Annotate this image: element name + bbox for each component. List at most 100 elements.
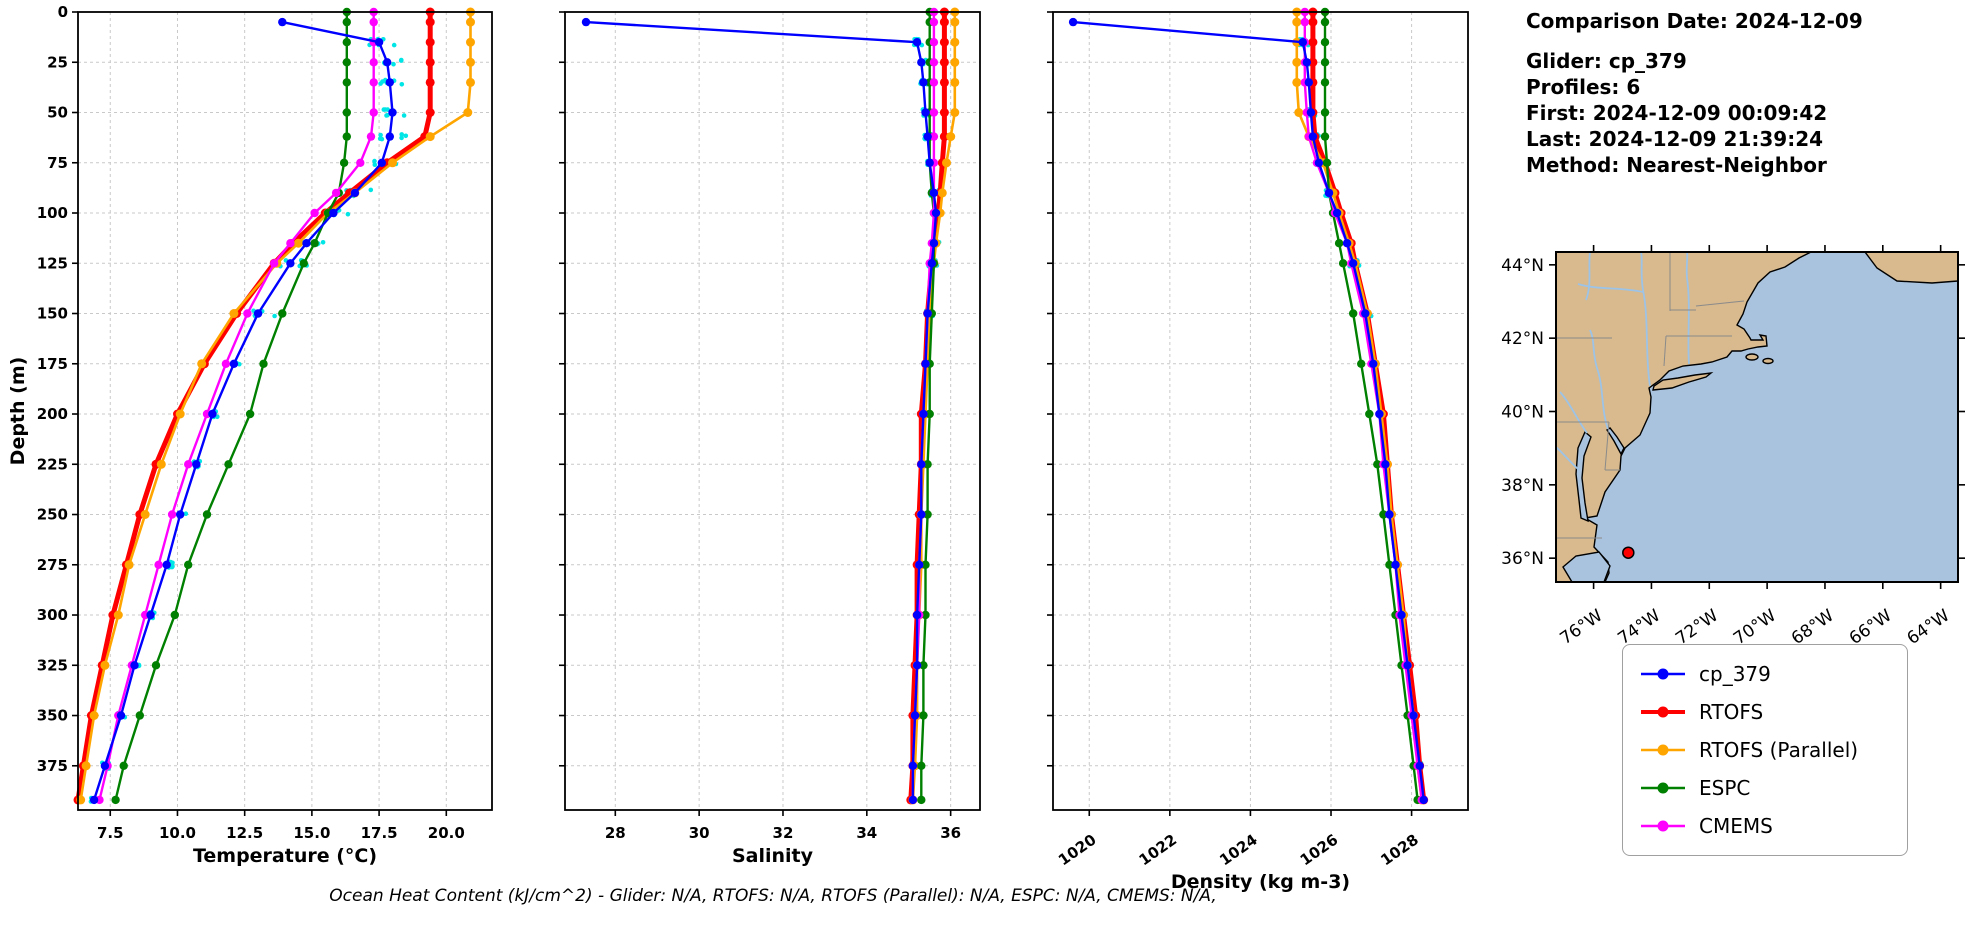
series-marker (146, 610, 155, 620)
series-marker (124, 560, 134, 570)
series-marker (1397, 610, 1406, 620)
series-marker (140, 510, 150, 519)
chart-temperature: 7.5 10.0 12.5 15.0 17.5 20.0 0 25 50 75 100 125 150 1… (7, 3, 493, 867)
series-marker (466, 37, 475, 47)
series-marker (1379, 510, 1388, 519)
series-marker (921, 359, 930, 368)
map-lat-label: 44°N (1501, 256, 1544, 276)
x-tick-label: 36 (940, 824, 961, 842)
series-marker (89, 795, 99, 805)
glider-raw-point (399, 135, 404, 141)
map-lon-label: 64°W (1904, 606, 1954, 649)
glider-location-marker (1622, 546, 1635, 559)
map-lon-label: 66°W (1846, 606, 1896, 649)
legend-key-icon (1641, 744, 1685, 756)
series-marker (1308, 132, 1318, 141)
series-marker (923, 460, 932, 469)
series-marker (925, 158, 934, 167)
series-marker (912, 661, 922, 670)
map-nantucket (1762, 357, 1774, 365)
series-marker (350, 188, 360, 198)
series-marker (170, 610, 179, 620)
series-marker (929, 17, 939, 27)
series-marker (286, 239, 295, 248)
series-marker (1300, 17, 1310, 27)
series-marker (385, 132, 394, 141)
series-marker (1403, 661, 1412, 670)
series-marker (243, 309, 252, 318)
series-marker (929, 38, 939, 47)
method-text: Method: Nearest-Neighbor (1526, 153, 1827, 177)
x-tick-label: 32 (773, 824, 794, 842)
map-land-mainland (1556, 252, 1812, 582)
legend-label: RTOFS (Parallel) (1699, 738, 1859, 762)
legend-label: RTOFS (1699, 700, 1764, 724)
series-marker (1324, 188, 1334, 198)
axis-ticks: 28 30 32 34 36 (559, 11, 961, 842)
series-marker (425, 132, 435, 142)
series-marker (921, 108, 930, 117)
series-marker (111, 795, 120, 805)
series-cp_379 (581, 17, 941, 805)
series-marker (1068, 17, 1078, 27)
info-block: Comparison Date: 2024-12-09 Glider: cp_3… (1526, 8, 1976, 178)
series-marker (331, 188, 341, 198)
series-marker (1357, 359, 1366, 368)
series-marker (1332, 208, 1342, 218)
chart-density: 1020 1022 1024 1026 1028 Density (kg m-3) (1047, 7, 1469, 893)
series-line (79, 12, 472, 801)
y-tick-label: 350 (37, 707, 68, 725)
series-marker (270, 259, 279, 268)
series-marker (1304, 78, 1314, 87)
y-tick-label: 100 (37, 204, 68, 222)
map-lon-label: 70°W (1730, 606, 1780, 649)
glider-raw-point (391, 42, 397, 48)
glider-raw-point (378, 132, 383, 138)
series-marker (950, 37, 960, 47)
axis-ticks: 7.5 10.0 12.5 15.0 17.5 20.0 0 25 50 75 100 125 150 1… (37, 3, 465, 842)
series-marker (286, 259, 295, 268)
glider-raw-point (368, 187, 374, 193)
series-marker (919, 711, 928, 720)
map-lon-label: 68°W (1788, 606, 1838, 649)
legend-key-icon (1641, 706, 1685, 718)
legend-label: ESPC (1699, 776, 1751, 800)
series-line (1072, 20, 1425, 801)
y-axis-label: Depth (m) (7, 357, 29, 466)
series-marker (81, 761, 91, 771)
glider-raw-point (320, 240, 326, 245)
series-marker (931, 208, 941, 218)
series-marker (1349, 259, 1358, 268)
series-marker (925, 409, 934, 419)
series-marker (929, 239, 939, 248)
legend-item-rtofs: RTOFS (1639, 693, 1891, 731)
series-marker (937, 188, 947, 198)
series-marker (245, 409, 255, 419)
series-marker (425, 108, 435, 117)
series-marker (388, 108, 397, 117)
y-tick-label: 325 (37, 656, 68, 674)
map-chesapeake-bay (1575, 430, 1592, 523)
series-marker (919, 661, 928, 670)
location-map: 76°W 74°W 72°W 70°W 68°W 66°W 64°W 44°N 42°N 40°N… (1501, 245, 1965, 649)
series-marker (950, 17, 960, 27)
legend-key-icon (1641, 782, 1685, 794)
series-marker (917, 460, 926, 469)
series-marker (1294, 108, 1304, 117)
series-marker (463, 108, 473, 117)
glider-raw-point (183, 511, 189, 516)
series-marker (1292, 57, 1302, 67)
series-marker (917, 795, 926, 805)
series-marker (908, 761, 918, 770)
x-tick-label: 30 (689, 824, 710, 842)
glider-raw-point (372, 162, 378, 167)
map-lat-label: 36°N (1501, 549, 1544, 569)
series-marker (342, 132, 351, 141)
series-marker (1338, 259, 1348, 268)
series-marker (939, 77, 949, 87)
series-marker (388, 158, 397, 168)
x-tick-label: 17.5 (361, 824, 398, 842)
series-marker (923, 132, 932, 141)
series-marker (302, 239, 311, 248)
series-marker (939, 132, 949, 142)
